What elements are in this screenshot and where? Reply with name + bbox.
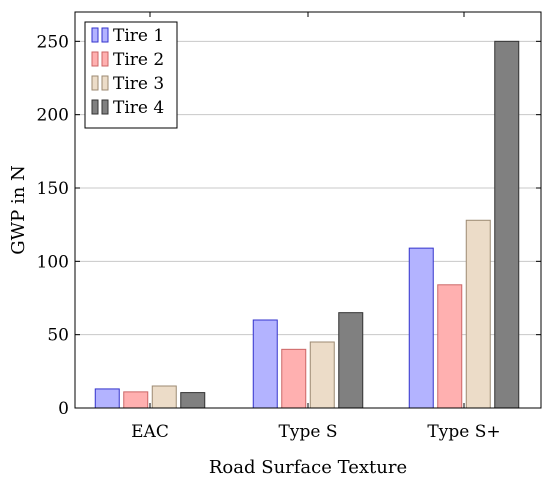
bar-tire-1-eac — [94, 388, 120, 409]
legend-label-tire-2: Tire 2 — [113, 50, 164, 70]
legend-swatch-tire-4 — [101, 99, 109, 115]
y-tick-label: 100 — [37, 252, 69, 272]
y-axis-ticks: 0 50 100 150 200 250 — [37, 32, 541, 419]
legend-label-tire-4: Tire 4 — [113, 98, 164, 118]
y-tick-label: 0 — [58, 399, 69, 419]
x-tick-label: Type S+ — [427, 422, 500, 442]
legend-swatch-tire-3 — [91, 75, 99, 91]
y-tick-label: 200 — [37, 106, 69, 126]
legend-swatch-tire-3 — [101, 75, 109, 91]
bar-tire-4-type-s — [338, 312, 364, 409]
bar-tire-1-type-s- — [408, 247, 434, 409]
legend-label-tire-1: Tire 1 — [113, 26, 164, 46]
y-axis-title: GWP in N — [8, 165, 29, 255]
bar-tire-2-type-s- — [437, 284, 463, 409]
x-axis-title: Road Surface Texture — [209, 457, 407, 478]
bar-tire-3-eac — [151, 385, 177, 409]
bar-tire-3-type-s- — [465, 219, 491, 409]
legend-swatch-tire-1 — [91, 27, 99, 43]
legend-label-tire-3: Tire 3 — [113, 74, 164, 94]
bar-tire-1-type-s — [252, 319, 278, 409]
y-tick-label: 150 — [37, 179, 69, 199]
bar-tire-4-eac — [180, 392, 206, 409]
bar-tire-3-type-s — [309, 341, 335, 409]
y-tick-label: 50 — [47, 326, 69, 346]
x-tick-label: EAC — [131, 422, 169, 442]
legend-swatch-tire-2 — [91, 51, 99, 67]
bars — [94, 40, 520, 409]
x-tick-label: Type S — [279, 422, 338, 442]
legend-swatch-tire-4 — [91, 99, 99, 115]
y-tick-label: 250 — [37, 32, 69, 52]
legend-box — [84, 21, 178, 129]
bar-tire-2-eac — [123, 391, 149, 409]
legend-swatch-tire-2 — [101, 51, 109, 67]
bar-tire-2-type-s — [281, 348, 307, 409]
bar-tire-4-type-s- — [494, 40, 520, 409]
legend-swatch-tire-1 — [101, 27, 109, 43]
x-axis-ticks: EAC Type S Type S+ — [131, 12, 501, 442]
legend: Tire 1 Tire 2 Tire 3 Tire 4 — [84, 21, 178, 129]
